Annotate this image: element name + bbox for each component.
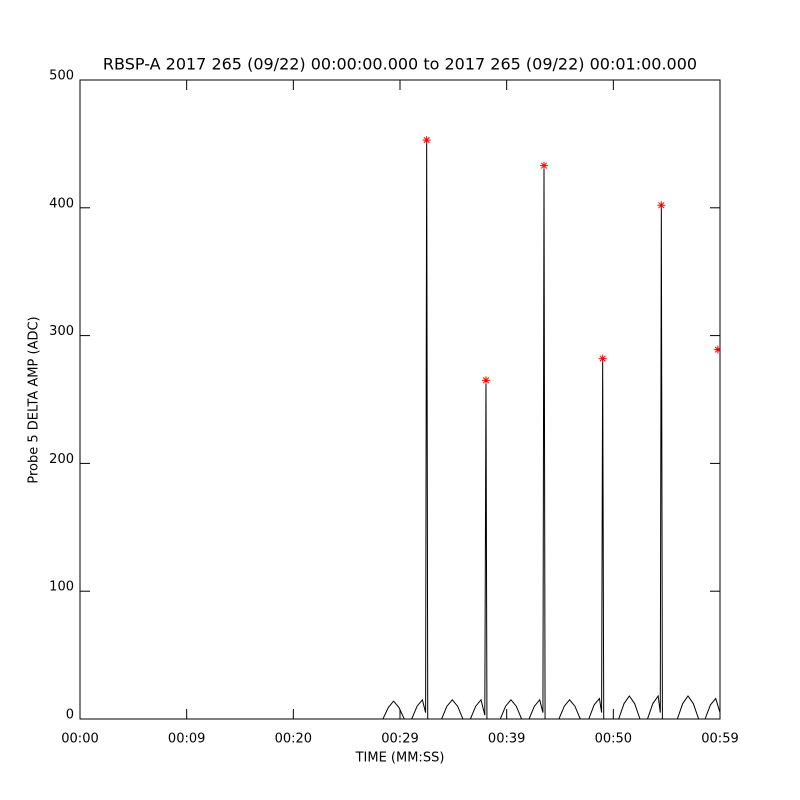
y-tick-label: 200 <box>49 452 74 467</box>
x-tick-label: 00:09 <box>168 732 205 747</box>
x-tick-label: 00:20 <box>275 732 312 747</box>
data-line <box>368 140 720 720</box>
y-tick-label: 400 <box>49 196 74 211</box>
peak-marker <box>713 345 720 354</box>
y-tick-label: 300 <box>49 324 74 339</box>
y-tick-label: 100 <box>49 580 74 595</box>
x-tick-label: 00:50 <box>595 732 632 747</box>
peak-marker <box>598 354 607 363</box>
x-tick-label: 00:00 <box>61 732 98 747</box>
y-axis-label: Probe 5 DELTA AMP (ADC) <box>27 316 42 483</box>
y-tick-label: 500 <box>49 69 74 84</box>
chart-title: RBSP-A 2017 265 (09/22) 00:00:00.000 to … <box>103 55 697 74</box>
peak-marker <box>422 136 431 145</box>
y-tick-label: 0 <box>66 708 74 723</box>
x-tick-label: 00:29 <box>381 732 418 747</box>
x-axis-label: TIME (MM:SS) <box>355 751 445 766</box>
plot-area <box>368 136 720 720</box>
peak-marker <box>657 201 666 210</box>
peak-marker <box>540 161 548 170</box>
peak-marker <box>481 376 490 385</box>
plot-frame <box>79 79 721 720</box>
x-tick-label: 00:59 <box>701 732 738 747</box>
x-tick-label: 00:39 <box>488 732 525 747</box>
